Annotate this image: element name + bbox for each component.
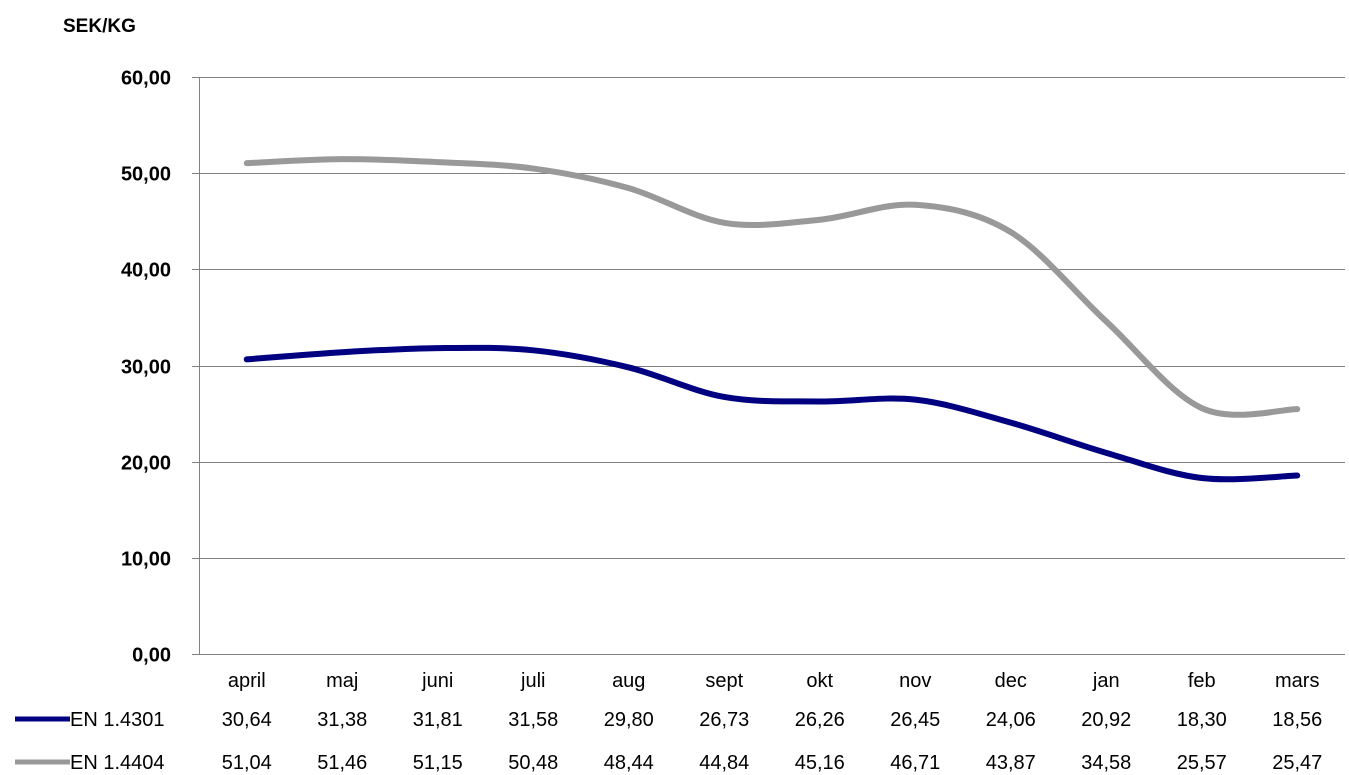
data-table-value: 26,45 [890, 709, 940, 731]
y-tick-label: 40,00 [121, 260, 171, 282]
x-tick-label: jan [1092, 670, 1120, 692]
data-table-value: 31,58 [508, 709, 558, 731]
y-tick-label: 30,00 [121, 357, 171, 379]
y-tick-labels: 0,00 10,00 20,00 30,00 40,00 50,00 60,00 [121, 68, 171, 667]
data-table-value: 31,81 [413, 709, 463, 731]
series-line-2 [243, 156, 1301, 418]
data-table-value: 50,48 [508, 752, 558, 774]
x-tick-label: mars [1275, 670, 1319, 692]
data-table-value: 26,73 [699, 709, 749, 731]
x-tick-label: dec [995, 670, 1027, 692]
gridlines [192, 77, 1345, 655]
x-tick-label: okt [806, 670, 833, 692]
y-tick-label: 60,00 [121, 68, 171, 90]
data-table-value: 43,87 [986, 752, 1036, 774]
x-tick-labels: april maj juni juli aug sept okt nov dec jan feb ma… [228, 670, 1320, 692]
y-tick-label: 20,00 [121, 453, 171, 475]
data-table: EN 1.4301 30,64 31,38 31,81 31,58 29,80 26,73 2… [15, 709, 1322, 774]
legend-series-name: EN 1.4404 [70, 752, 165, 774]
data-table-value: 51,04 [222, 752, 272, 774]
x-tick-label: april [228, 670, 266, 692]
data-table-value: 31,38 [317, 709, 367, 731]
x-tick-label: feb [1188, 670, 1216, 692]
data-table-value: 48,44 [604, 752, 654, 774]
series-lines [243, 156, 1301, 483]
data-table-value: 51,15 [413, 752, 463, 774]
x-tick-label: sept [705, 670, 743, 692]
data-table-value: 45,16 [795, 752, 845, 774]
data-table-value: 29,80 [604, 709, 654, 731]
data-table-value: 20,92 [1081, 709, 1131, 731]
x-tick-label: juni [421, 670, 453, 692]
data-table-value: 44,84 [699, 752, 749, 774]
data-table-value: 51,46 [317, 752, 367, 774]
y-tick-label: 50,00 [121, 164, 171, 186]
y-tick-label: 10,00 [121, 549, 171, 571]
data-table-value: 46,71 [890, 752, 940, 774]
series-line-1 [243, 344, 1301, 483]
data-table-value: 18,30 [1177, 709, 1227, 731]
x-tick-label: aug [612, 670, 645, 692]
data-table-value: 25,47 [1272, 752, 1322, 774]
x-tick-label: maj [326, 670, 358, 692]
data-table-value: 24,06 [986, 709, 1036, 731]
x-tick-label: nov [899, 670, 931, 692]
data-table-value: 26,26 [795, 709, 845, 731]
legend-series-name: EN 1.4301 [70, 709, 165, 731]
data-table-value: 25,57 [1177, 752, 1227, 774]
data-table-value: 34,58 [1081, 752, 1131, 774]
data-table-value: 30,64 [222, 709, 272, 731]
data-table-value: 18,56 [1272, 709, 1322, 731]
y-axis-unit-label: SEK/KG [63, 16, 136, 37]
x-tick-label: juli [520, 670, 545, 692]
y-tick-label: 0,00 [132, 645, 171, 667]
